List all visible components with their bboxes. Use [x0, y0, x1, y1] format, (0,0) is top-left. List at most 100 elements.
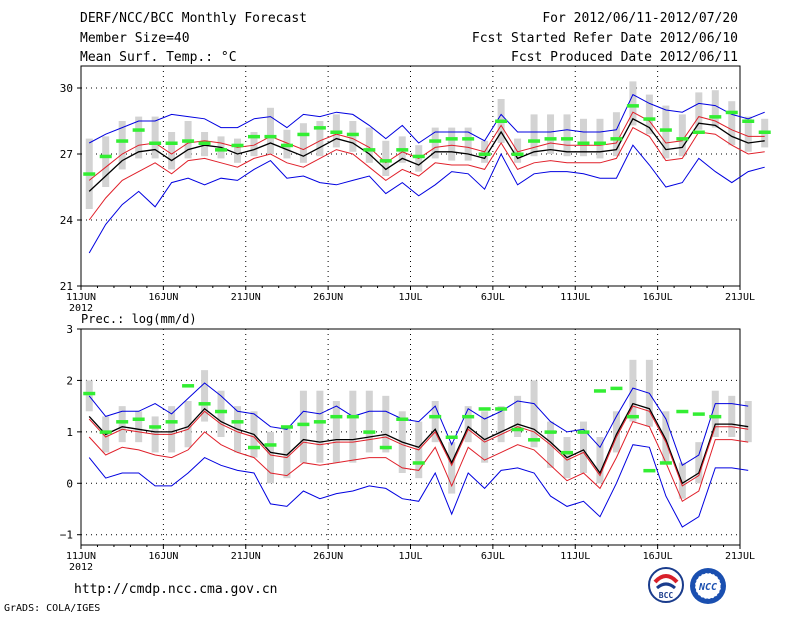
member-size: Member Size=40 [80, 31, 190, 46]
panel2-green-mark [462, 414, 475, 419]
panel2-ensemble-bar [118, 406, 126, 443]
panel1-ensemble-bar [662, 105, 670, 159]
panel1-ensemble-bar [629, 81, 637, 126]
panel2-xtick-label: 26JUN [313, 551, 343, 562]
panel2-ytick-label: 0 [66, 477, 73, 490]
panel1-green-mark [247, 134, 260, 139]
panel2-green-mark [593, 389, 606, 393]
panel2-line-mean [88, 402, 749, 485]
panel1-ensemble-bar [596, 118, 604, 159]
panel1-green-mark [593, 141, 606, 145]
panel1-ensemble-bar [695, 92, 703, 130]
panel1-ensemble-bar [448, 127, 456, 161]
panel1-green-mark [692, 130, 705, 134]
panel1-green-mark [643, 117, 656, 121]
panel1-green-mark [577, 141, 590, 145]
panel1-green-mark [264, 134, 277, 139]
panel2-ensemble-bar [695, 442, 703, 484]
panel2-ensemble-bar [728, 395, 736, 437]
panel2-ytick-label: 1 [66, 426, 73, 439]
panel1-ensemble-bar [645, 94, 653, 135]
panel2-ensemble-bar [530, 380, 538, 448]
ncc-logo: NCC [690, 568, 726, 604]
panel2-green-mark [692, 412, 705, 416]
panel1-xtick-label: 26JUN [313, 292, 343, 303]
panel2-green-mark [247, 445, 260, 450]
panel1-ensemble-bar [135, 116, 143, 159]
panel2-green-mark [231, 420, 244, 424]
panel2-line-upper-inner [88, 405, 749, 487]
panel2-xtick-label: 11JUN [66, 551, 96, 562]
panel1-green-mark [561, 137, 574, 141]
panel2-frame [80, 328, 741, 546]
panel1-green-mark [165, 141, 178, 145]
panel2-green-mark [528, 438, 541, 442]
panel2-xtick-label: 11JUL [560, 551, 590, 562]
panel2-ensemble-bar [168, 406, 176, 453]
panel2-ensemble-bar [678, 462, 686, 499]
panel2-xtick-label: 6JUL [481, 551, 505, 562]
panel2-green-mark [544, 430, 557, 434]
panel1-ensemble-bar [547, 114, 555, 154]
panel1-ensemble-bar [365, 127, 373, 163]
panel1-green-mark [742, 119, 755, 123]
panel2-green-mark [429, 414, 442, 419]
panel2-ensemble-bar [184, 401, 192, 448]
panel2-xtick-label: 21JUN [231, 551, 261, 562]
panel2-green-mark [116, 420, 129, 424]
panel1-green-mark [280, 143, 293, 148]
panel2-ensemble-bar [299, 390, 307, 463]
panel2-xtick-label: 16JUL [643, 551, 673, 562]
panel1-green-mark [379, 159, 392, 163]
panel1-green-mark [412, 154, 425, 159]
forecast-period: For 2012/06/11-2012/07/20 [542, 11, 738, 26]
panel1-green-mark [330, 130, 343, 134]
panel2-green-mark [445, 435, 458, 439]
panel1-ensemble-bar [118, 121, 126, 170]
panel1-green-mark [396, 148, 409, 152]
panel1-ensemble-bar [530, 114, 538, 157]
panel1-ensemble-bar [728, 101, 736, 146]
panel1-ensemble-bar [102, 136, 110, 187]
panel2-line-lower-inner [88, 420, 749, 503]
panel2-ensemble-bar [514, 395, 522, 437]
panel1-green-mark [462, 137, 475, 141]
panel1-ensemble-bar [744, 116, 752, 152]
panel1-green-mark [725, 110, 738, 115]
bcc-logo-text: BCC [659, 591, 674, 600]
panel2-green-mark [182, 384, 195, 388]
panel2-green-mark [330, 414, 343, 419]
panel1-ensemble-bar [234, 138, 242, 163]
panel2-year-label: 2012 [69, 562, 93, 573]
panel2-ensemble-bar [448, 442, 456, 494]
panel1-green-mark [709, 115, 722, 119]
panel2-ensemble-bar [332, 401, 340, 463]
panel2-green-mark [99, 430, 112, 434]
panel2-green-mark [264, 443, 277, 447]
panel1-green-mark [149, 141, 162, 145]
panel1-ensemble-bar [266, 107, 274, 154]
panel2-xtick-label: 1JUL [398, 551, 422, 562]
panel1-xtick-label: 21JUL [725, 292, 755, 303]
panel1-ytick-label: 30 [60, 82, 73, 95]
panel2-green-mark [83, 391, 96, 396]
variable-label: Mean Surf. Temp.: °C [80, 50, 237, 65]
panel2-green-mark [198, 402, 211, 406]
panel1-ytick-label: 24 [60, 214, 74, 227]
source-url[interactable]: http://cmdp.ncc.cma.gov.cn [74, 582, 278, 597]
panel1-xtick-label: 16JUN [148, 292, 178, 303]
panel2-ensemble-bar [629, 359, 637, 422]
panel2-green-mark [610, 386, 623, 391]
panel2-ensemble-bar [711, 390, 719, 437]
panel1-ensemble-bar [168, 132, 176, 170]
panel1-green-mark [182, 139, 195, 143]
panel2-ensemble-bar [201, 370, 209, 422]
panel1-green-mark [511, 152, 524, 156]
panel1-ytick-label: 21 [60, 280, 73, 293]
panel2-ensemble-bar [85, 380, 93, 412]
panel1-ensemble-bar [431, 127, 439, 159]
panel2-ensemble-bar [497, 406, 505, 443]
panel1-green-mark [429, 139, 442, 143]
panel1-green-mark [198, 141, 211, 145]
